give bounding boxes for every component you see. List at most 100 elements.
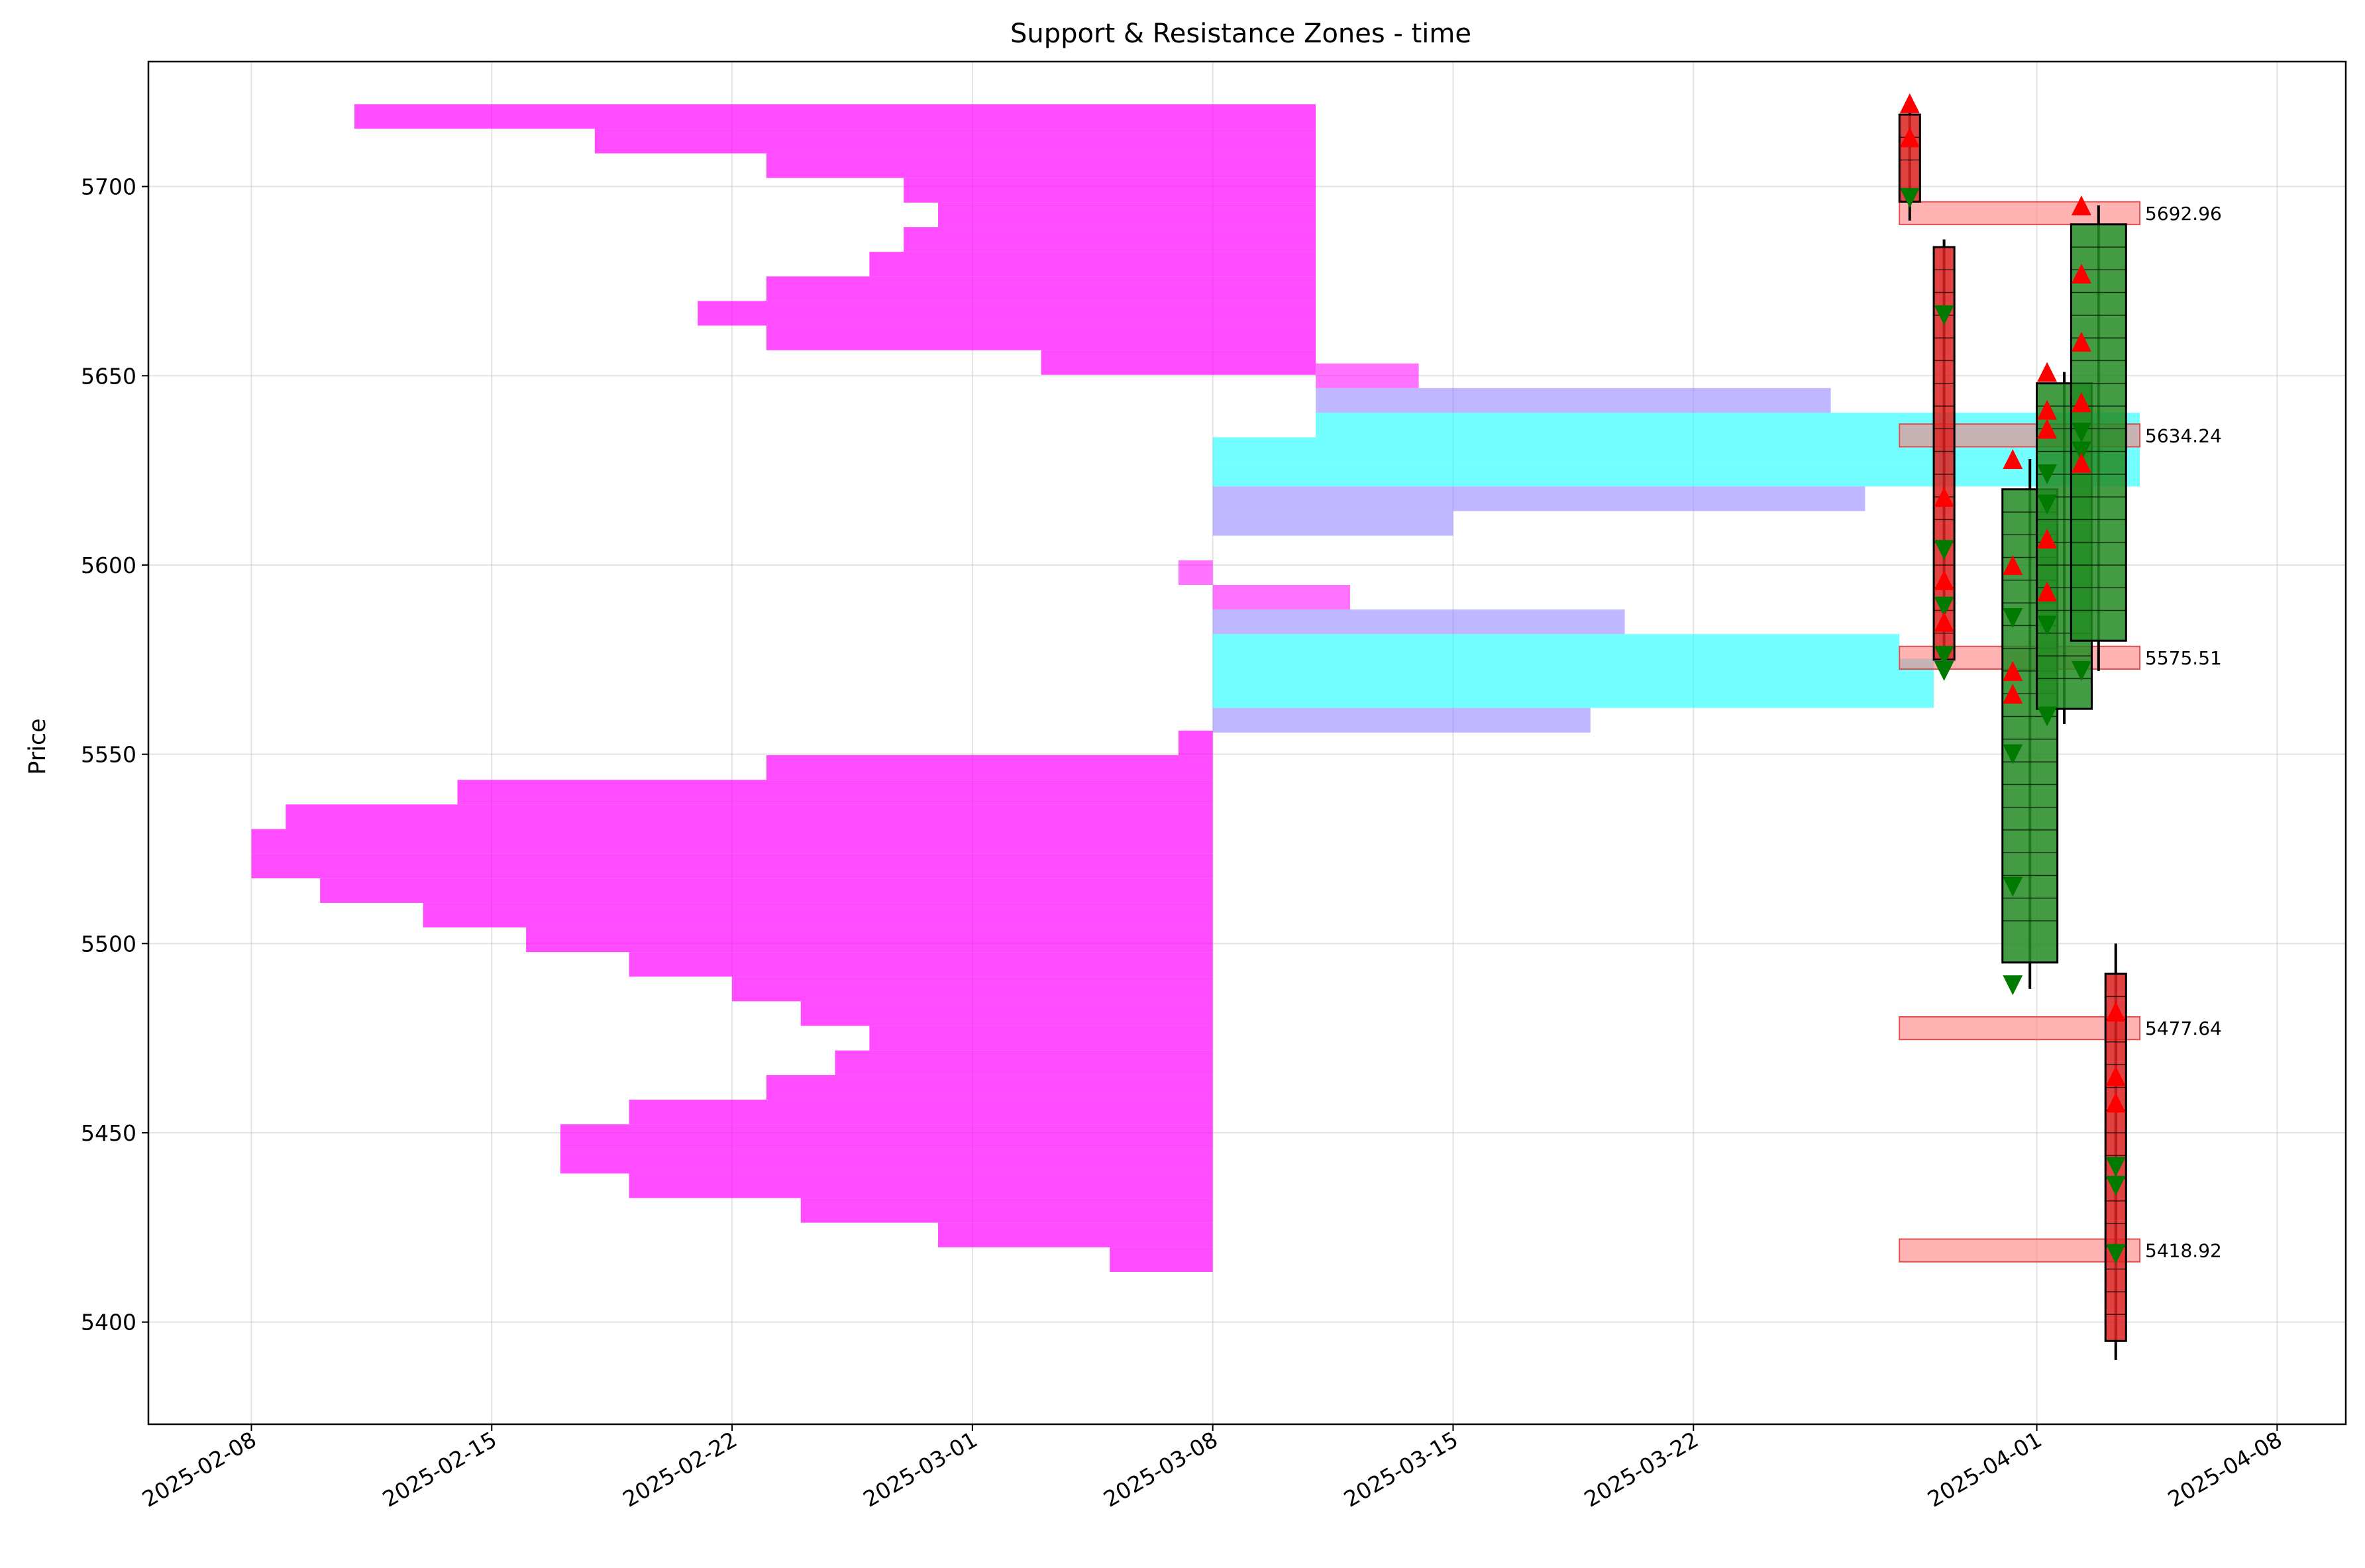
buy-marker xyxy=(1934,487,1954,507)
buy-marker xyxy=(1899,127,1920,148)
buy-marker xyxy=(2037,528,2058,549)
y-tick-label: 5600 xyxy=(81,552,136,578)
profile-bar xyxy=(457,780,1213,805)
sell-marker xyxy=(2003,744,2023,764)
profile-bar xyxy=(904,178,1316,203)
y-tick-label: 5650 xyxy=(81,363,136,389)
sell-marker xyxy=(2037,615,2058,636)
buy-marker xyxy=(2071,331,2091,352)
profile-bar xyxy=(629,952,1213,977)
buy-marker xyxy=(1934,570,1954,590)
y-tick-label: 5700 xyxy=(81,174,136,200)
profile-bar xyxy=(800,1001,1213,1026)
zone-band xyxy=(1899,201,2141,225)
profile-bar xyxy=(594,129,1316,154)
profile-bar xyxy=(732,976,1213,1002)
profile-bar xyxy=(766,276,1316,301)
volume-profile xyxy=(251,104,2140,1273)
buy-marker xyxy=(2003,684,2023,704)
buy-marker xyxy=(2003,448,2023,469)
profile-bar xyxy=(869,252,1316,277)
sell-marker xyxy=(2071,441,2091,462)
sell-marker xyxy=(1934,540,1954,560)
sell-marker xyxy=(2003,975,2023,996)
sell-marker xyxy=(2003,876,2023,897)
profile-bar xyxy=(1316,388,1831,413)
sell-marker xyxy=(2071,660,2091,681)
zone-label-background xyxy=(2142,646,2242,669)
profile-bar xyxy=(938,202,1316,227)
sell-marker xyxy=(2105,1157,2126,1177)
y-tick-label: 5450 xyxy=(81,1120,136,1146)
profile-bar xyxy=(869,1025,1213,1051)
profile-bar xyxy=(560,1149,1213,1174)
plot-frame xyxy=(147,60,2347,1426)
buy-marker xyxy=(2105,1066,2126,1086)
y-axis-label: Price xyxy=(25,718,51,774)
profile-bar xyxy=(766,153,1316,178)
trade-markers xyxy=(1899,93,2126,1264)
sell-marker xyxy=(1934,596,1954,617)
profile-bar xyxy=(1212,658,1934,684)
profile-bar xyxy=(1178,560,1213,585)
profile-bar xyxy=(251,853,1213,878)
sell-marker xyxy=(1934,646,1954,666)
profile-bar xyxy=(526,927,1213,953)
profile-bar xyxy=(560,1124,1213,1149)
profile-bar xyxy=(1316,363,1419,388)
zone-label-background xyxy=(2142,1017,2242,1040)
buy-marker xyxy=(2003,660,2023,681)
candle-body xyxy=(1932,246,1956,661)
sell-marker xyxy=(1899,187,1920,208)
buy-marker xyxy=(2071,263,2091,284)
buy-marker xyxy=(2105,1092,2126,1113)
sell-marker xyxy=(2071,422,2091,443)
profile-bar xyxy=(1212,707,1591,733)
profile-bar xyxy=(1212,683,1934,708)
buy-marker xyxy=(2037,399,2058,420)
profile-bar xyxy=(1212,634,1900,659)
zone-label: 5575.51 xyxy=(2145,647,2222,669)
y-tick-label: 5500 xyxy=(81,931,136,957)
profile-bar xyxy=(1212,486,1866,511)
buy-marker xyxy=(2071,195,2091,216)
zone-band xyxy=(1899,1238,2141,1263)
sell-marker xyxy=(2003,607,2023,628)
zone-label: 5634.24 xyxy=(2145,425,2222,446)
profile-bar xyxy=(1212,511,1453,536)
profile-bar xyxy=(698,301,1316,326)
zone-label-background xyxy=(2142,1239,2242,1262)
profile-bar xyxy=(354,104,1316,129)
profile-bar xyxy=(835,1050,1213,1075)
zone-label-background xyxy=(2142,424,2242,447)
sell-marker xyxy=(1934,660,1954,681)
zone-band xyxy=(1899,1016,2141,1041)
sell-marker xyxy=(2037,494,2058,515)
buy-marker xyxy=(2071,452,2091,473)
profile-bar xyxy=(1041,350,1316,375)
y-tick-label: 5400 xyxy=(81,1310,136,1335)
sell-marker xyxy=(2037,464,2058,484)
profile-bar xyxy=(320,878,1213,903)
sell-marker xyxy=(2105,1243,2126,1264)
zone-label: 5477.64 xyxy=(2145,1018,2222,1039)
profile-bar xyxy=(629,1173,1213,1198)
buy-marker xyxy=(2037,362,2058,382)
buy-marker xyxy=(1899,93,1920,113)
buy-marker xyxy=(2037,419,2058,439)
profile-bar xyxy=(629,1100,1213,1125)
sell-marker xyxy=(1934,305,1954,325)
buy-marker xyxy=(2003,554,2023,575)
profile-bar xyxy=(1212,609,1625,635)
profile-bar xyxy=(766,1074,1213,1100)
sell-marker xyxy=(2037,706,2058,727)
buy-marker xyxy=(2037,581,2058,601)
profile-bar xyxy=(800,1198,1213,1223)
profile-bar xyxy=(251,829,1213,854)
profile-bar xyxy=(904,227,1316,252)
y-tick-label: 5550 xyxy=(81,742,136,768)
zone-label: 5692.96 xyxy=(2145,203,2222,225)
zone-label-background xyxy=(2142,201,2242,225)
profile-bar xyxy=(423,902,1213,928)
